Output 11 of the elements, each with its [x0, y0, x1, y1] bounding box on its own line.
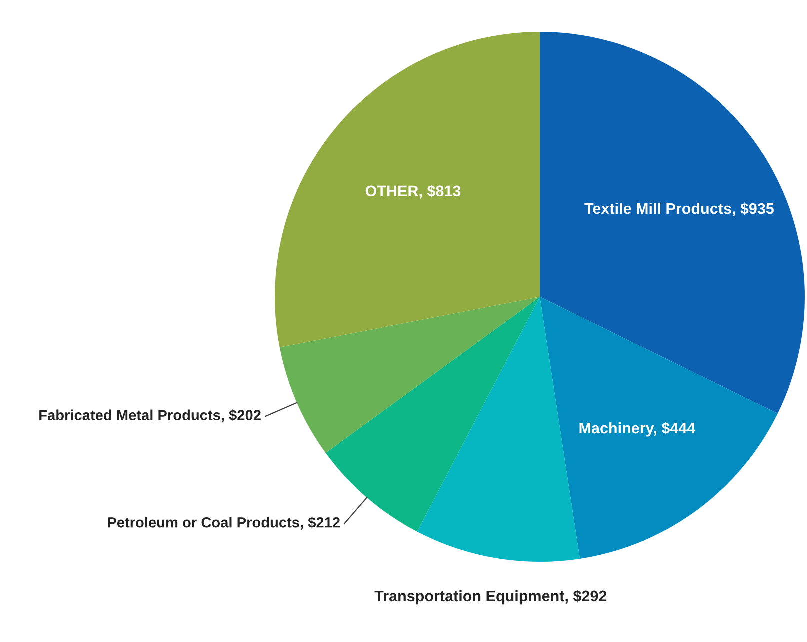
pie-slice [540, 297, 778, 559]
slice-label: Transportation Equipment, $292 [374, 590, 607, 605]
pie-slice [417, 297, 580, 562]
slice-label: Fabricated Metal Products, $202 [40, 410, 261, 423]
slice-label: Machinery, $444 [580, 422, 696, 437]
slice-label: OTHER, $813 [366, 185, 461, 199]
pie-slice [275, 32, 540, 348]
pie-slice [280, 297, 540, 454]
slice-label: Textile Mill Products, $935 [584, 202, 774, 216]
pie-slice [540, 32, 805, 414]
slice-label: Petroleum or Coal Products, $212 [108, 516, 340, 530]
